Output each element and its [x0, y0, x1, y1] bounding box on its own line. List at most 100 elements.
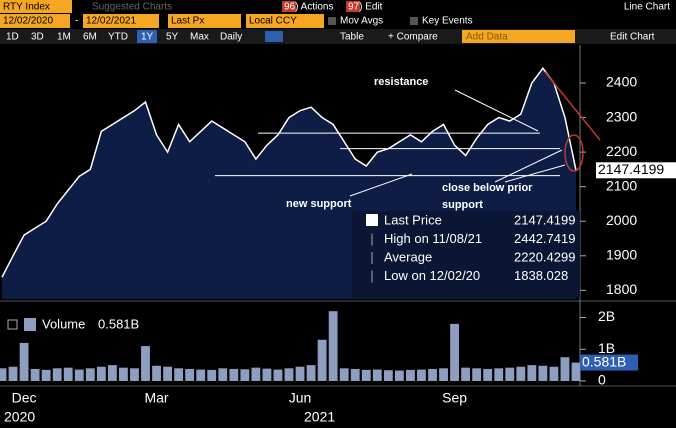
range-button[interactable]: Max [190, 32, 209, 43]
volume-bar [317, 339, 327, 381]
x-tick-label: Dec [12, 390, 37, 406]
volume-bar [417, 369, 426, 381]
y-tick-label: 1B [598, 340, 615, 356]
date-box[interactable] [83, 14, 159, 28]
compare-button[interactable]: + Compare [388, 32, 438, 43]
add-data[interactable]: Add Data [466, 32, 508, 43]
volume-panel: 0 1B 2B 0.581B Volume 0.581B [0, 308, 638, 388]
volume-bar [52, 368, 62, 381]
currency[interactable]: Local CCY [249, 16, 297, 27]
volume-bar [8, 366, 18, 381]
volume-bar [295, 366, 305, 381]
volume-bar [472, 368, 482, 381]
range-button[interactable]: 5Y [166, 32, 179, 43]
volume-bar [560, 357, 570, 381]
annotation-arrow [454, 89, 539, 132]
x-tick-label: Sep [442, 390, 467, 406]
checkbox[interactable] [328, 17, 336, 25]
chart-type: Line Chart [624, 2, 670, 13]
legend-box [352, 211, 580, 298]
actions[interactable]: 96) Actions [284, 2, 333, 13]
end-date[interactable]: 12/02/2021 [86, 16, 136, 27]
range-button[interactable]: 1D [6, 32, 19, 43]
table-button[interactable]: Table [340, 32, 364, 43]
volume-bar [0, 368, 7, 381]
last-price-label: 2147.4199 [598, 161, 664, 177]
year-label: 2020 [4, 409, 35, 425]
field-box[interactable] [168, 14, 241, 28]
legend-value: 2220.4299 [514, 249, 575, 264]
annotation: close below prior [442, 182, 533, 194]
volume-bar [107, 365, 117, 381]
ticker-box[interactable] [0, 0, 72, 13]
volume-bar [428, 368, 437, 381]
volume-bar [450, 323, 459, 381]
y-tick-label: 2300 [606, 108, 637, 124]
line-icon[interactable] [265, 31, 283, 42]
start-date[interactable]: 12/02/2020 [3, 16, 53, 27]
price-line [1, 66, 577, 278]
y-tick-label: 1900 [606, 247, 637, 263]
selected-range [137, 30, 157, 43]
volume-bar [406, 369, 415, 381]
field[interactable]: Last Px [171, 16, 204, 27]
range-button[interactable]: 1M [57, 32, 71, 43]
annotation-arrow [494, 149, 563, 183]
volume-bar [505, 367, 515, 381]
range-button[interactable]: 1Y [141, 32, 154, 43]
volume-bar [63, 367, 73, 381]
y-tick-label: 2200 [606, 143, 637, 159]
legend-label: High on 11/08/21 [384, 231, 482, 246]
mov-avgs[interactable]: Mov Avgs [340, 16, 383, 27]
suggested[interactable]: Suggested Charts [92, 2, 172, 13]
volume-bar [361, 369, 371, 381]
legend-icon [366, 214, 378, 226]
last-volume-label: 0.581B [582, 353, 626, 369]
frequency[interactable]: Daily [220, 32, 242, 43]
y-tick-label: 1800 [606, 281, 637, 297]
volume-bar [240, 369, 250, 381]
volume-bar [350, 368, 360, 381]
add-data-box[interactable] [462, 30, 575, 43]
date-box[interactable] [0, 14, 70, 28]
annotation: new support [286, 198, 352, 210]
volume-bar [30, 368, 40, 381]
volume-bar [339, 368, 349, 381]
legend-label: Low on 12/02/20 [384, 268, 480, 283]
edit-key [346, 1, 360, 12]
last-price-box [596, 162, 676, 179]
volume-bar [372, 369, 382, 381]
key-events[interactable]: Key Events [422, 16, 473, 27]
x-tick-label: Jun [289, 390, 312, 406]
annotation-arrow [349, 173, 413, 197]
legend-swatch [24, 318, 36, 331]
volume-bar [538, 365, 548, 381]
dash: - [75, 16, 78, 27]
y-tick-label: 2000 [606, 212, 637, 228]
range-button[interactable]: YTD [108, 32, 128, 43]
checkbox[interactable] [410, 17, 418, 25]
ccy-box[interactable] [246, 14, 324, 28]
volume-bar [163, 366, 172, 381]
edit[interactable]: 97) Edit [348, 2, 383, 13]
volume-bar [549, 366, 559, 381]
trend-line [544, 71, 601, 141]
volume-bar [85, 368, 95, 381]
volume-bar [152, 365, 161, 381]
y-tick-label: 2400 [606, 74, 637, 90]
highlight-circle [564, 134, 584, 172]
volume-bar [394, 370, 404, 381]
volume-bar [96, 366, 106, 381]
range-button[interactable]: 6M [83, 32, 97, 43]
volume-bar [516, 366, 526, 381]
range-button[interactable]: 3D [31, 32, 44, 43]
volume-bar [439, 368, 448, 381]
volume-bar [130, 368, 139, 381]
ticker[interactable]: RTY Index [3, 2, 50, 13]
volume-bar [251, 367, 261, 381]
volume-bar [328, 311, 338, 381]
annotation-arrow [504, 164, 566, 183]
edit-chart[interactable]: Edit Chart [610, 32, 655, 43]
y-tick-label: 2100 [606, 177, 637, 193]
year-label: 2021 [304, 409, 335, 425]
